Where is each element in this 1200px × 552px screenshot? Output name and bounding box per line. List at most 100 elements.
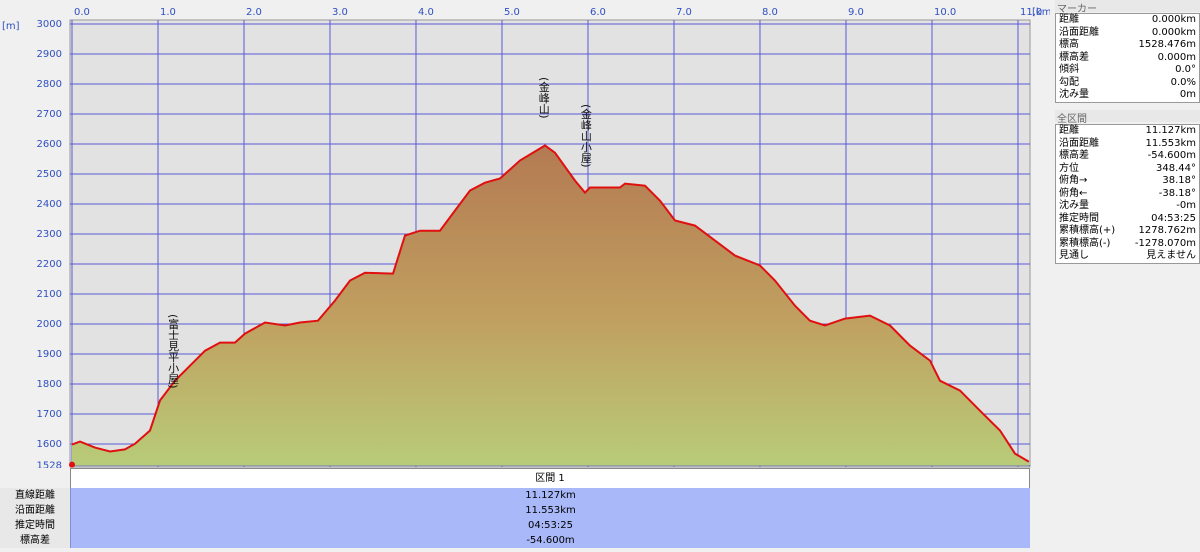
panel-row: 俯角← -38.18° bbox=[1056, 187, 1199, 200]
panel-value: 0.000km bbox=[1151, 14, 1196, 25]
panel-value: 0.000km bbox=[1151, 26, 1196, 38]
panel-value: 0.0° bbox=[1175, 64, 1196, 75]
section-table: 区間 1 直線距離 11.127km 沿面距離 11.553km 推定時間 04:53:2… bbox=[0, 468, 1030, 548]
panel-label: 累積標高(-) bbox=[1059, 237, 1111, 249]
panel-label: 見通し bbox=[1059, 250, 1089, 261]
panel-value: 1528.476m bbox=[1138, 39, 1196, 50]
x-tick-label: 4.0 bbox=[418, 7, 434, 18]
y-tick-label: 2900 bbox=[37, 49, 62, 60]
start-marker bbox=[69, 461, 75, 468]
y-tick-label: 2300 bbox=[37, 229, 62, 240]
panel-value: 見えません bbox=[1146, 250, 1196, 261]
y-tick-label: 2600 bbox=[37, 139, 62, 150]
x-tick-label: 1.0 bbox=[160, 7, 176, 18]
table-row: 沿面距離 11.553km bbox=[0, 503, 1030, 518]
panel-row: 見通し 見えません bbox=[1056, 250, 1199, 263]
panel-label: 推定時間 bbox=[1059, 212, 1099, 224]
y-tick-label: 1900 bbox=[37, 349, 62, 360]
x-tick-label: 6.0 bbox=[590, 7, 606, 18]
marker-panel: 距離 0.000km 沿面距離 0.000km 標高 1528.476m 標高差 0.000m… bbox=[1055, 13, 1200, 103]
x-axis-label: [km] bbox=[1032, 7, 1050, 18]
panel-value: 0m bbox=[1179, 89, 1196, 100]
y-tick-label: 2400 bbox=[37, 199, 62, 210]
panel-row: 距離 0.000km bbox=[1056, 14, 1199, 27]
table-row: 直線距離 11.127km bbox=[0, 488, 1030, 503]
panel-label: 方位 bbox=[1059, 162, 1079, 174]
panel-label: 距離 bbox=[1059, 125, 1079, 136]
panel-value: -0m bbox=[1176, 200, 1196, 211]
panel-row: 俯角→ 38.18° bbox=[1056, 175, 1199, 188]
annotation: (金峰山) bbox=[537, 77, 550, 119]
x-tick-label: 5.0 bbox=[504, 7, 520, 18]
y-tick-label: 2200 bbox=[37, 259, 62, 270]
table-value: 04:53:25 bbox=[70, 518, 1030, 533]
x-tick-label: 8.0 bbox=[762, 7, 778, 18]
panel-row: 沈み量 0m bbox=[1056, 89, 1199, 102]
y-tick-label: 2800 bbox=[37, 79, 62, 90]
y-tick-label: 2000 bbox=[37, 319, 62, 330]
panel-row: 沿面距離 11.553km bbox=[1056, 137, 1199, 150]
x-tick-label: 10.0 bbox=[934, 7, 956, 18]
panel-value: -54.600m bbox=[1147, 150, 1196, 161]
panel-row: 方位 348.44° bbox=[1056, 162, 1199, 175]
panel-value: 348.44° bbox=[1156, 162, 1196, 174]
panel-row: 沈み量 -0m bbox=[1056, 200, 1199, 213]
panel-label: 傾斜 bbox=[1059, 64, 1079, 75]
annotation: (富士見平小屋) bbox=[167, 314, 180, 389]
panel-label: 沿面距離 bbox=[1059, 137, 1099, 149]
y-tick-label: 1528 bbox=[37, 461, 62, 468]
panel-label: 沿面距離 bbox=[1059, 26, 1099, 38]
panel-value: 38.18° bbox=[1162, 175, 1196, 186]
panel-label: 勾配 bbox=[1059, 76, 1079, 88]
panel-value: 04:53:25 bbox=[1151, 212, 1196, 224]
panel-label: 沈み量 bbox=[1059, 200, 1089, 211]
y-tick-label: 1600 bbox=[37, 439, 62, 450]
panel-value: 1278.762m bbox=[1138, 225, 1196, 236]
x-tick-label: 11.0 bbox=[1020, 7, 1042, 18]
total-title: 全区間 bbox=[1055, 110, 1200, 125]
marker-title: マーカー bbox=[1055, 0, 1200, 15]
profile-line bbox=[71, 144, 1030, 463]
total-panel: 距離 11.127km 沿面距離 11.553km 標高差 -54.600m 方位 348.4… bbox=[1055, 124, 1200, 264]
panel-value: -1278.070m bbox=[1134, 237, 1196, 249]
panel-value: 11.127km bbox=[1145, 125, 1196, 136]
y-tick-label: 3000 bbox=[37, 19, 62, 30]
panel-value: 0.000m bbox=[1157, 51, 1196, 63]
annotation: (金峰山小屋) bbox=[579, 104, 592, 168]
x-tick-label: 0.0 bbox=[74, 7, 90, 18]
y-tick-label: 1800 bbox=[37, 379, 62, 390]
panel-row: 距離 11.127km bbox=[1056, 125, 1199, 138]
panel-row: 標高 1528.476m bbox=[1056, 39, 1199, 52]
terrain-area bbox=[72, 145, 1029, 466]
panel-label: 標高 bbox=[1059, 39, 1079, 50]
table-row: 推定時間 04:53:25 bbox=[0, 518, 1030, 533]
chart: [m] [km] 1528 1600 1700 1800 1900 2000 2100 220… bbox=[2, 7, 1050, 468]
panel-label: 俯角← bbox=[1059, 187, 1088, 199]
panel-label: 累積標高(+) bbox=[1059, 225, 1116, 236]
table-label: 沿面距離 bbox=[0, 503, 70, 518]
y-axis-label: [m] bbox=[2, 21, 20, 32]
table-value: -54.600m bbox=[70, 533, 1030, 548]
panel-row: 標高差 0.000m bbox=[1056, 51, 1199, 64]
panel-value: 0.0% bbox=[1170, 76, 1196, 88]
section-header: 区間 1 bbox=[70, 468, 1030, 489]
y-tick-label: 1700 bbox=[37, 409, 62, 420]
table-label: 標高差 bbox=[0, 533, 70, 548]
x-tick-label: 2.0 bbox=[246, 7, 262, 18]
table-label: 直線距離 bbox=[0, 488, 70, 503]
y-tick-label: 2500 bbox=[37, 169, 62, 180]
y-tick-label: 2700 bbox=[37, 109, 62, 120]
x-tick-label: 9.0 bbox=[848, 7, 864, 18]
panel-value: -38.18° bbox=[1158, 187, 1196, 199]
y-tick-label: 2100 bbox=[37, 289, 62, 300]
panel-label: 沈み量 bbox=[1059, 89, 1089, 100]
table-row: 標高差 -54.600m bbox=[0, 533, 1030, 548]
panel-label: 標高差 bbox=[1059, 150, 1089, 161]
panel-row: 傾斜 0.0° bbox=[1056, 64, 1199, 77]
table-value: 11.553km bbox=[70, 503, 1030, 518]
panel-label: 距離 bbox=[1059, 14, 1079, 25]
panel-label: 俯角→ bbox=[1059, 175, 1088, 186]
panel-value: 11.553km bbox=[1145, 137, 1196, 149]
x-tick-label: 7.0 bbox=[676, 7, 692, 18]
